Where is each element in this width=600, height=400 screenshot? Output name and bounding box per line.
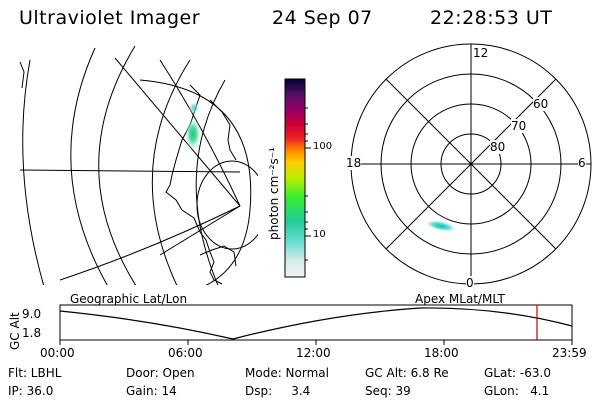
timeline-right-title: Apex MLat/MLT — [415, 292, 505, 306]
timeline-tick-3: 18:00 — [424, 346, 459, 360]
status-gain: Gain: 14 — [126, 384, 177, 398]
timeline-y-bottom: 1.8 — [22, 326, 42, 340]
status-ip: IP: 36.0 — [8, 384, 54, 398]
status-glat: GLat: -63.0 — [484, 366, 551, 380]
mlt-label-18: 18 — [346, 156, 362, 170]
timeline-tick-4: 23:59 — [552, 346, 587, 360]
timeline-tick-1: 06:00 — [168, 346, 203, 360]
status-glon: GLon: 4.1 — [484, 384, 550, 398]
mlat-label-70: 70 — [511, 119, 527, 133]
aurora-emission-polar — [425, 220, 457, 232]
time-label: 22:28:53 UT — [430, 7, 553, 29]
colorbar-tick-100: 100 — [313, 141, 333, 152]
mlt-label-12: 12 — [473, 46, 489, 60]
date-label: 24 Sep 07 — [272, 7, 373, 29]
status-door: Door: Open — [126, 366, 195, 380]
timeline-tick-0: 00:00 — [40, 346, 75, 360]
colorbar-tick-10: 10 — [313, 229, 326, 240]
status-mode: Mode: Normal — [245, 366, 329, 380]
timeline-y-top: 9.0 — [22, 307, 42, 321]
mlt-label-0: 0 — [466, 276, 474, 290]
mlt-label-6: 6 — [578, 156, 586, 170]
status-filter: Flt: LBHL — [8, 366, 62, 380]
app-title: Ultraviolet Imager — [19, 7, 201, 29]
status-gc-alt: GC Alt: 6.8 Re — [365, 366, 449, 380]
status-seq: Seq: 39 — [365, 384, 411, 398]
mlat-label-80: 80 — [490, 140, 506, 154]
aurora-emission-geo — [185, 118, 201, 150]
status-dsp: Dsp: 3.4 — [245, 384, 311, 398]
timeline-tick-2: 12:00 — [296, 346, 331, 360]
timeline-left-title: Geographic Lat/Lon — [70, 292, 188, 306]
mlat-label-60: 60 — [533, 97, 549, 111]
